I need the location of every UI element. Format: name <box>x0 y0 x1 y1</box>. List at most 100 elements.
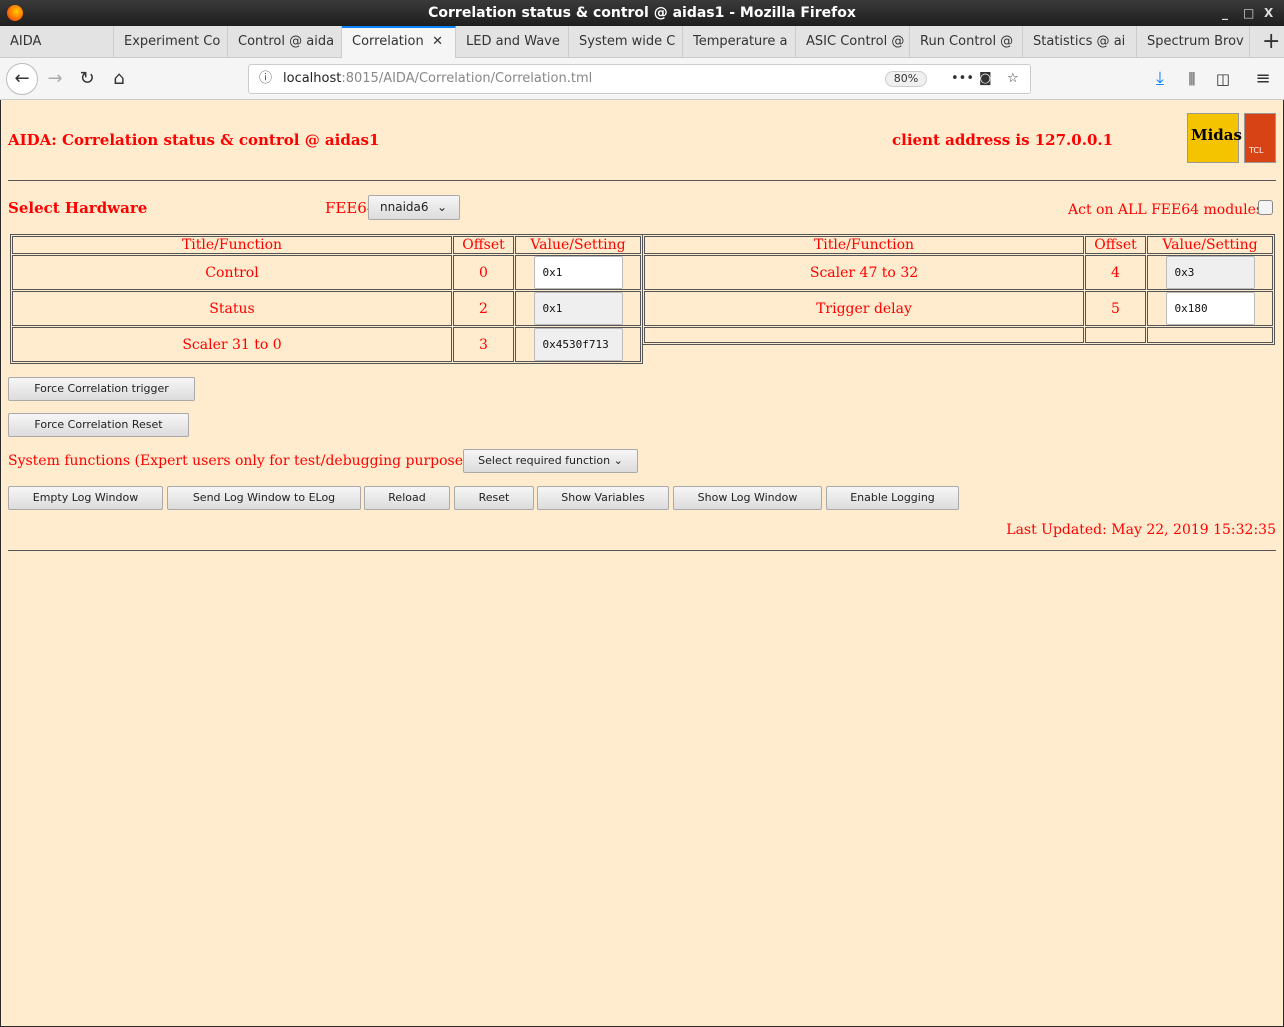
url-host: localhost <box>283 71 342 86</box>
zoom-level[interactable]: 80% <box>885 71 927 87</box>
table-row: Scaler 47 to 32 4 0x3 <box>644 255 1273 290</box>
table-row-empty <box>644 327 1273 343</box>
pocket-icon[interactable]: ◙ <box>979 71 992 86</box>
scaler-low-value-field: 0x4530f713 <box>533 328 623 361</box>
back-button[interactable]: ← <box>6 63 38 95</box>
divider <box>8 550 1276 551</box>
downloads-icon[interactable]: ⤓ <box>1156 68 1164 89</box>
tab-label: Statistics @ ai <box>1033 34 1126 49</box>
midas-logo: Midas <box>1187 113 1242 163</box>
sidebar-icon[interactable]: ◫ <box>1215 70 1231 88</box>
trigger-delay-input[interactable]: 0x180 <box>1165 292 1255 325</box>
close-tab-icon[interactable]: ✕ <box>432 34 443 49</box>
table-row: Scaler 31 to 0 3 0x4530f713 <box>12 327 641 362</box>
show-log-window-button[interactable]: Show Log Window <box>673 486 822 510</box>
new-tab-button[interactable]: + <box>1262 29 1281 54</box>
row-offset: 2 <box>453 291 514 326</box>
system-function-select[interactable]: Select required function ⌄ <box>463 449 638 473</box>
tab-strip: AIDA Experiment Co Control @ aida Correl… <box>0 26 1284 58</box>
tcl-logo: TCL <box>1244 113 1276 163</box>
url-bar[interactable]: ⓘ localhost:8015/AIDA/Correlation/Correl… <box>248 64 1031 94</box>
tab-aida[interactable]: AIDA <box>0 26 114 58</box>
info-icon[interactable]: ⓘ <box>259 71 273 86</box>
row-title: Status <box>12 291 452 326</box>
act-all-checkbox[interactable] <box>1258 200 1273 215</box>
row-offset: 0 <box>453 255 514 290</box>
fee64-select[interactable]: nnaida6 ⌄ <box>368 195 460 220</box>
tab-temperature[interactable]: Temperature a <box>683 26 796 58</box>
tab-label: Temperature a <box>693 34 788 49</box>
col-header: Value/Setting <box>515 236 641 254</box>
tab-statistics[interactable]: Statistics @ ai <box>1023 26 1137 58</box>
nav-bar: ← → ↻ ⌂ ⓘ localhost:8015/AIDA/Correlatio… <box>0 58 1284 100</box>
col-header: Offset <box>1085 236 1146 254</box>
fee64-value: nnaida6 <box>380 200 429 214</box>
client-address: client address is 127.0.0.1 <box>892 131 1114 149</box>
tab-label: Control @ aida <box>238 34 335 49</box>
system-functions-label: System functions (Expert users only for … <box>8 453 493 469</box>
left-register-table: Title/Function Offset Value/Setting Contro… <box>10 234 643 364</box>
tab-experiment[interactable]: Experiment Co <box>114 26 228 58</box>
tab-label: Experiment Co <box>124 34 221 49</box>
menu-icon[interactable]: ≡ <box>1255 68 1271 89</box>
divider <box>8 180 1276 181</box>
row-title: Scaler 47 to 32 <box>644 255 1084 290</box>
tab-label: System wide C <box>579 34 676 49</box>
status-value-field: 0x1 <box>533 292 623 325</box>
last-updated: Last Updated: May 22, 2019 15:32:35 <box>1006 522 1276 538</box>
window-titlebar: Correlation status & control @ aidas1 - … <box>0 0 1284 26</box>
tab-correlation[interactable]: Correlation ✕ <box>342 26 456 58</box>
tab-label: Run Control @ <box>920 34 1014 49</box>
tab-led[interactable]: LED and Wave <box>456 26 569 58</box>
control-value-input[interactable]: 0x1 <box>533 256 623 289</box>
chevron-down-icon: ⌄ <box>613 454 623 467</box>
reload-page-button[interactable]: Reload <box>364 486 450 510</box>
close-window-button[interactable]: X <box>1264 6 1274 20</box>
select-hardware-label: Select Hardware <box>8 199 148 217</box>
show-variables-button[interactable]: Show Variables <box>537 486 669 510</box>
tab-system[interactable]: System wide C <box>569 26 683 58</box>
chevron-down-icon: ⌄ <box>436 200 447 214</box>
reload-button[interactable]: ↻ <box>79 68 95 89</box>
minimize-button[interactable]: _ <box>1222 6 1228 20</box>
row-title: Scaler 31 to 0 <box>12 327 452 362</box>
forward-button[interactable]: → <box>47 68 63 89</box>
tab-control[interactable]: Control @ aida <box>228 26 342 58</box>
col-header: Title/Function <box>644 236 1084 254</box>
force-trigger-button[interactable]: Force Correlation trigger <box>8 377 195 401</box>
page-actions-icon[interactable]: ••• <box>951 71 975 86</box>
table-row: Status 2 0x1 <box>12 291 641 326</box>
tab-run-control[interactable]: Run Control @ <box>910 26 1023 58</box>
url-path: :8015/AIDA/Correlation/Correlation.tml <box>341 71 593 86</box>
library-icon[interactable]: ⫼ <box>1188 70 1196 88</box>
page-content: AIDA: Correlation status & control @ aid… <box>1 100 1283 1026</box>
tab-asic[interactable]: ASIC Control @ <box>796 26 910 58</box>
act-all-label: Act on ALL FEE64 modules? <box>1068 202 1271 218</box>
scaler-high-value-field: 0x3 <box>1165 256 1255 289</box>
home-button[interactable]: ⌂ <box>113 68 125 89</box>
col-header: Title/Function <box>12 236 452 254</box>
tab-label: Spectrum Brov <box>1147 34 1244 49</box>
tab-label: Correlation <box>352 34 424 49</box>
fee64-label: FEE64 <box>325 199 377 217</box>
row-offset: 3 <box>453 327 514 362</box>
maximize-button[interactable]: □ <box>1243 6 1255 20</box>
empty-log-button[interactable]: Empty Log Window <box>8 486 163 510</box>
tab-label: LED and Wave <box>466 34 560 49</box>
col-header: Value/Setting <box>1147 236 1273 254</box>
force-reset-button[interactable]: Force Correlation Reset <box>8 413 189 437</box>
row-title: Control <box>12 255 452 290</box>
tab-spectrum[interactable]: Spectrum Brov <box>1137 26 1250 58</box>
right-register-table: Title/Function Offset Value/Setting Scaler… <box>642 234 1275 345</box>
tab-label: ASIC Control @ <box>806 34 905 49</box>
send-log-elog-button[interactable]: Send Log Window to ELog <box>167 486 361 510</box>
bookmark-star-icon[interactable]: ☆ <box>1007 71 1019 86</box>
col-header: Offset <box>453 236 514 254</box>
window-title: Correlation status & control @ aidas1 - … <box>428 5 856 21</box>
row-offset: 5 <box>1085 291 1146 326</box>
row-offset: 4 <box>1085 255 1146 290</box>
page-heading: AIDA: Correlation status & control @ aid… <box>8 131 380 149</box>
table-row: Trigger delay 5 0x180 <box>644 291 1273 326</box>
enable-logging-button[interactable]: Enable Logging <box>826 486 959 510</box>
reset-button[interactable]: Reset <box>454 486 534 510</box>
